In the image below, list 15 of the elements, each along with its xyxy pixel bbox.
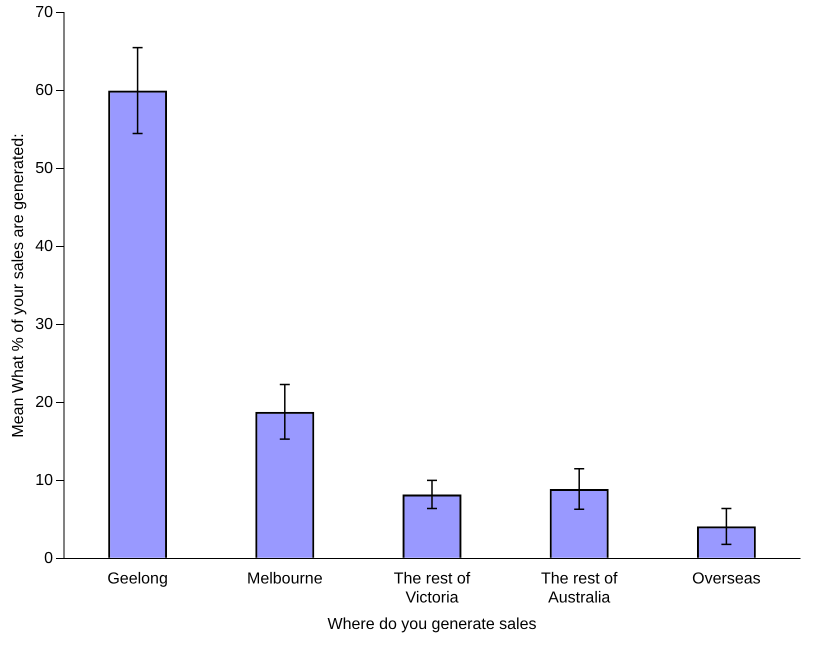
x-axis-title: Where do you generate sales xyxy=(327,616,537,633)
x-tick-label: The rest of Victoria xyxy=(394,570,471,607)
y-tick-label: 20 xyxy=(35,394,54,411)
y-tick-label: 50 xyxy=(35,160,54,177)
x-tick-label: Geelong xyxy=(107,570,168,588)
y-tick-label: 10 xyxy=(35,472,54,489)
y-axis-title: Mean What % of your sales are generated: xyxy=(10,133,28,438)
y-tick-label: 60 xyxy=(35,82,54,99)
y-tick-label: 40 xyxy=(35,238,54,255)
x-tick-label: Melbourne xyxy=(246,570,323,588)
x-tick-label: Overseas xyxy=(692,570,761,588)
y-tick-label: 30 xyxy=(35,316,54,333)
y-tick-label: 0 xyxy=(44,550,54,567)
y-tick-label: 70 xyxy=(35,4,54,22)
x-tick-label: The rest of Australia xyxy=(540,570,618,607)
